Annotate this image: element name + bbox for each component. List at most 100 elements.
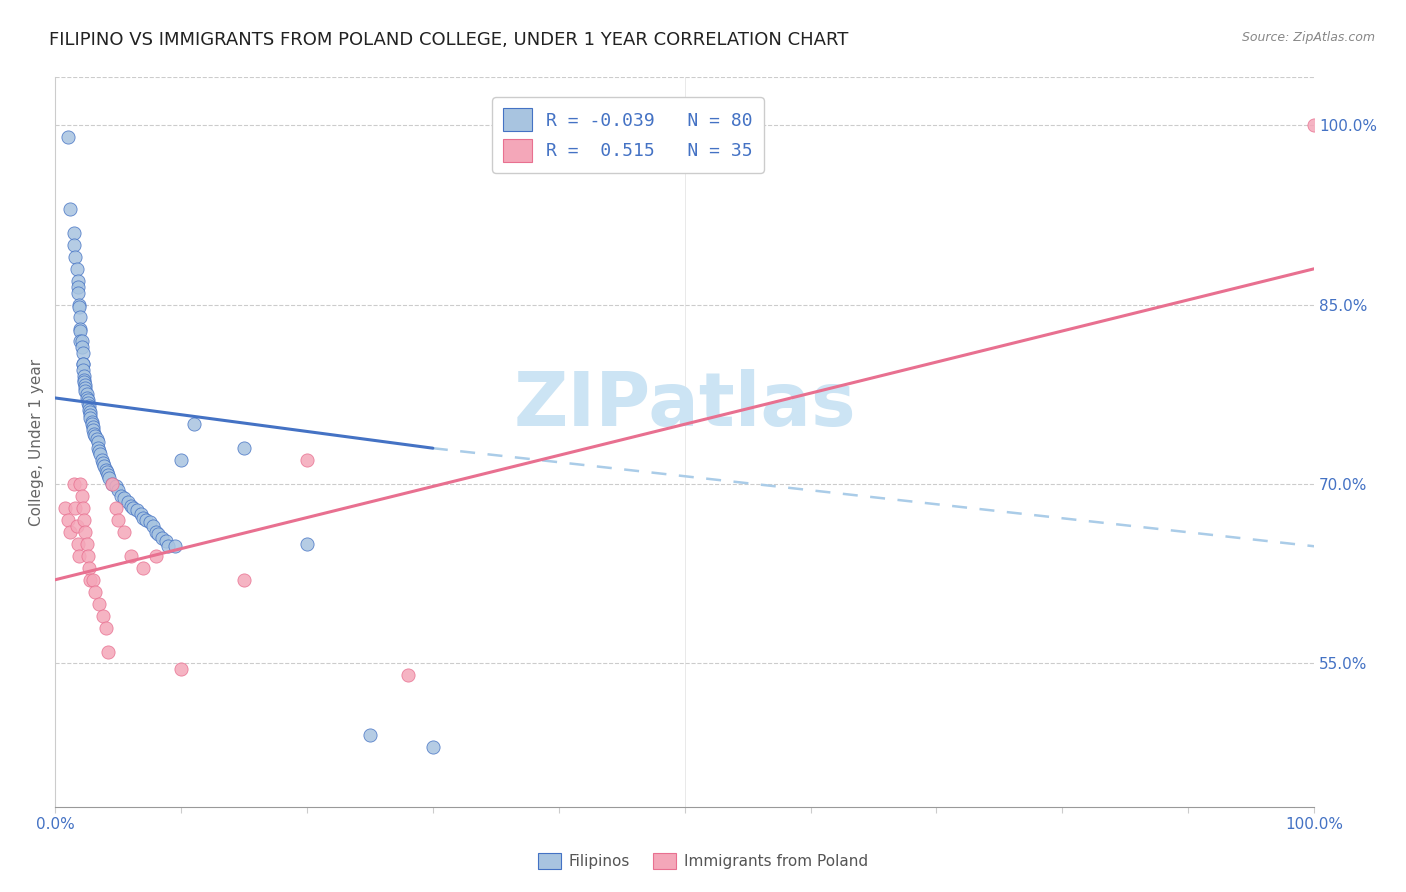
Point — [79, 411, 101, 425]
Point — [80, 415, 103, 429]
Point — [59, 524, 82, 539]
Point — [97, 644, 120, 658]
Point — [79, 408, 101, 422]
Point — [233, 441, 256, 455]
Point — [295, 453, 318, 467]
Point — [69, 324, 91, 338]
Point — [145, 524, 167, 539]
Point — [91, 608, 114, 623]
Point — [56, 130, 79, 145]
Point — [72, 500, 94, 515]
Point — [59, 202, 82, 216]
Point — [90, 453, 112, 467]
Point — [65, 500, 87, 515]
Point — [104, 479, 127, 493]
Point — [66, 274, 89, 288]
Point — [70, 489, 93, 503]
Point — [77, 549, 100, 563]
Point — [82, 419, 104, 434]
Point — [359, 728, 381, 742]
Point — [73, 373, 96, 387]
Point — [94, 463, 117, 477]
Text: ZIPatlas: ZIPatlas — [513, 369, 856, 442]
Point — [72, 358, 94, 372]
Point — [86, 432, 108, 446]
Point — [155, 534, 177, 549]
Point — [422, 740, 444, 755]
Point — [84, 584, 107, 599]
Point — [87, 435, 110, 450]
Text: FILIPINO VS IMMIGRANTS FROM POLAND COLLEGE, UNDER 1 YEAR CORRELATION CHART: FILIPINO VS IMMIGRANTS FROM POLAND COLLE… — [49, 31, 849, 49]
Point — [69, 310, 91, 324]
Point — [132, 510, 155, 524]
Point — [138, 516, 160, 530]
Point — [87, 441, 110, 455]
Point — [91, 456, 114, 470]
Point — [295, 537, 318, 551]
Point — [70, 339, 93, 353]
Point — [76, 387, 98, 401]
Point — [73, 369, 96, 384]
Point — [145, 549, 167, 563]
Point — [75, 381, 97, 395]
Point — [122, 500, 145, 515]
Point — [98, 471, 121, 485]
Point — [73, 376, 96, 390]
Point — [53, 500, 76, 515]
Point — [89, 443, 111, 458]
Point — [148, 527, 170, 541]
Point — [117, 495, 139, 509]
Point — [69, 477, 91, 491]
Point — [82, 573, 104, 587]
Point — [63, 477, 86, 491]
Text: Source: ZipAtlas.com: Source: ZipAtlas.com — [1241, 31, 1375, 45]
Point — [132, 561, 155, 575]
Point — [65, 261, 87, 276]
Point — [1303, 118, 1326, 132]
Point — [69, 334, 91, 348]
Point — [120, 549, 142, 563]
Point — [82, 423, 104, 437]
Legend: R = -0.039   N = 80, R =  0.515   N = 35: R = -0.039 N = 80, R = 0.515 N = 35 — [492, 97, 763, 173]
Point — [69, 321, 91, 335]
Point — [66, 279, 89, 293]
Point — [63, 226, 86, 240]
Point — [67, 549, 90, 563]
Point — [73, 513, 96, 527]
Point — [101, 477, 124, 491]
Point — [107, 513, 129, 527]
Point — [142, 519, 165, 533]
Point — [233, 573, 256, 587]
Point — [84, 429, 107, 443]
Point — [89, 447, 111, 461]
Point — [72, 345, 94, 359]
Point — [183, 417, 205, 432]
Y-axis label: College, Under 1 year: College, Under 1 year — [30, 359, 44, 525]
Point — [75, 384, 97, 398]
Legend: Filipinos, Immigrants from Poland: Filipinos, Immigrants from Poland — [531, 847, 875, 875]
Point — [77, 396, 100, 410]
Point — [107, 483, 129, 497]
Point — [125, 503, 148, 517]
Point — [396, 668, 419, 682]
Point — [112, 491, 135, 506]
Point — [72, 363, 94, 377]
Point — [110, 489, 132, 503]
Point — [66, 537, 89, 551]
Point — [97, 467, 120, 482]
Point — [76, 537, 98, 551]
Point — [77, 403, 100, 417]
Point — [129, 507, 152, 521]
Point — [80, 417, 103, 432]
Point — [101, 477, 124, 491]
Point — [65, 519, 87, 533]
Point — [63, 238, 86, 252]
Point — [112, 524, 135, 539]
Point — [77, 400, 100, 414]
Point — [77, 393, 100, 408]
Point — [70, 334, 93, 348]
Point — [157, 539, 180, 553]
Point — [65, 250, 87, 264]
Point — [76, 391, 98, 405]
Point — [150, 531, 173, 545]
